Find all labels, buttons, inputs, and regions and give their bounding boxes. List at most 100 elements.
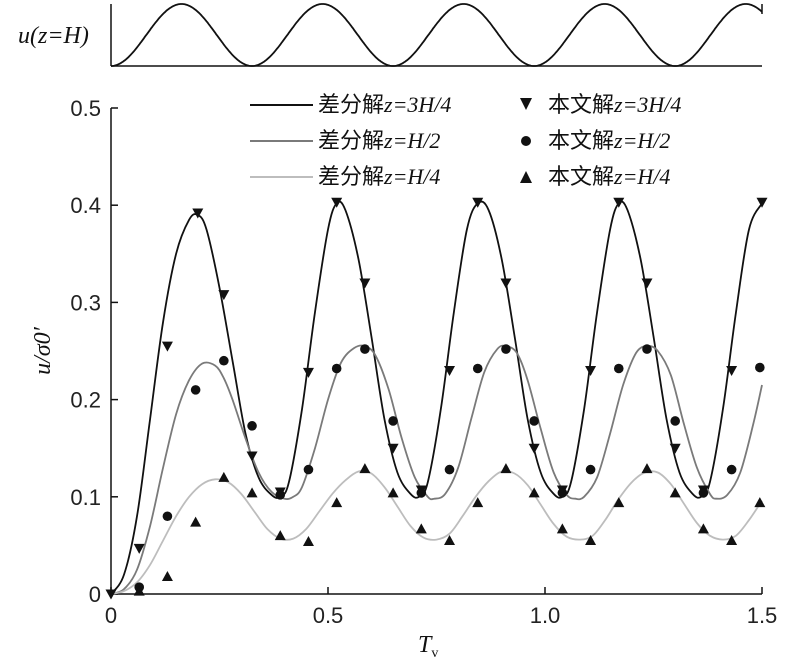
marker-circle: [472, 363, 483, 374]
legend-marker-label-1: 本文解z=3H/4: [548, 92, 681, 117]
marker-triangle-up: [528, 487, 540, 498]
x-tick-label: 0: [105, 603, 117, 628]
x-tick-label: 1.0: [530, 603, 561, 628]
marker-triangle-up: [190, 516, 202, 527]
marker-triangle-up: [302, 536, 314, 547]
marker-triangle-down: [133, 543, 145, 554]
legend-marker-triangle-down: [520, 98, 532, 110]
marker-triangle-down: [331, 197, 343, 208]
legend-line-label-3: 差分解z=H/4: [318, 164, 440, 189]
marker-triangle-up: [246, 487, 258, 498]
series-markers: [105, 197, 768, 600]
x-axis-title: Tv: [418, 632, 438, 661]
marker-triangle-down: [613, 197, 625, 208]
marker-circle: [190, 385, 201, 395]
marker-circle: [501, 344, 511, 354]
marker-triangle-down: [359, 278, 371, 289]
marker-triangle-up: [218, 471, 230, 482]
marker-circle: [642, 344, 652, 354]
legend-entry-line-3: 差分解z=H/4: [250, 164, 440, 189]
marker-triangle-down: [246, 451, 258, 462]
y-ticks: 0 0.1 0.2 0.3 0.4 0.5: [70, 96, 118, 607]
legend-marker-label-3: 本文解z=H/4: [548, 164, 670, 189]
x-axis-title-subscript: v: [431, 646, 438, 661]
marker-triangle-up: [387, 487, 399, 498]
y-tick-label: 0.3: [70, 290, 101, 315]
marker-triangle-up: [133, 585, 145, 596]
marker-triangle-down: [105, 589, 117, 600]
legend-entry-marker-1: 本文解z=3H/4: [520, 92, 681, 117]
y-tick-label: 0.2: [70, 388, 101, 413]
marker-circle: [670, 416, 680, 426]
series-line-1: [110, 200, 763, 595]
marker-triangle-up: [472, 497, 484, 508]
marker-circle: [726, 464, 737, 475]
marker-triangle-down: [161, 341, 173, 352]
x-tick-label: 1.5: [747, 603, 778, 628]
marker-circle: [557, 488, 568, 498]
series-lines: [110, 200, 763, 595]
marker-circle: [219, 355, 229, 366]
marker-triangle-up: [726, 535, 738, 546]
marker-triangle-down: [528, 443, 540, 454]
marker-triangle-down: [641, 278, 653, 289]
marker-circle: [585, 464, 596, 475]
marker-circle: [360, 344, 370, 354]
legend-line-label-1: 差分解z=3H/4: [318, 92, 451, 117]
top-panel: u(z=H): [18, 3, 763, 67]
marker-triangle-down: [218, 290, 230, 301]
top-panel-ylabel: u(z=H): [18, 23, 89, 49]
marker-triangle-down: [726, 365, 738, 376]
marker-triangle-up: [613, 497, 625, 508]
series-line-2: [110, 344, 763, 595]
marker-triangle-up: [359, 463, 371, 474]
y-tick-label: 0.1: [70, 485, 101, 510]
marker-triangle-down: [756, 197, 768, 208]
marker-triangle-up: [500, 463, 512, 474]
marker-triangle-up: [585, 535, 597, 546]
marker-circle: [331, 363, 342, 374]
marker-circle: [755, 362, 765, 373]
marker-circle: [529, 416, 539, 426]
marker-circle: [275, 490, 286, 500]
marker-triangle-up: [669, 487, 681, 498]
legend: 差分解z=3H/4 差分解z=H/2 差分解z=H/4 本文解z=3H/4 本文…: [250, 92, 681, 189]
marker-triangle-down: [472, 197, 484, 208]
legend-entry-line-2: 差分解z=H/2: [250, 128, 440, 153]
series-line-3: [110, 470, 763, 595]
legend-line-label-2: 差分解z=H/2: [318, 128, 440, 153]
y-tick-label: 0: [89, 582, 101, 607]
marker-triangle-down: [669, 443, 681, 454]
marker-triangle-up: [641, 463, 653, 474]
marker-triangle-down: [387, 443, 399, 454]
marker-triangle-up: [444, 535, 456, 546]
marker-triangle-down: [192, 208, 204, 219]
x-axis-title-main: T: [418, 632, 433, 658]
marker-triangle-down: [585, 365, 597, 376]
marker-circle: [416, 488, 427, 498]
marker-circle: [613, 363, 624, 374]
marker-triangle-up: [161, 571, 173, 582]
marker-triangle-up: [331, 497, 343, 508]
legend-entry-marker-3: 本文解z=H/4: [520, 164, 670, 189]
x-tick-label: 0.5: [313, 603, 344, 628]
marker-triangle-up: [274, 530, 286, 541]
y-tick-label: 0.5: [70, 96, 101, 121]
top-panel-sine-wave: [111, 3, 763, 67]
marker-circle: [698, 488, 709, 498]
marker-triangle-up: [754, 497, 766, 508]
x-ticks: 0 0.5 1.0 1.5: [105, 587, 777, 628]
marker-triangle-down: [444, 365, 456, 376]
marker-circle: [444, 464, 455, 475]
marker-triangle-up: [556, 523, 568, 534]
marker-triangle-up: [415, 523, 427, 534]
legend-marker-circle: [521, 136, 531, 146]
marker-circle: [303, 464, 314, 475]
main-panel: 0 0.1 0.2 0.3 0.4 0.5 0 0.5 1.0 1.5 Tv u/σ0′: [30, 96, 777, 661]
y-tick-label: 0.4: [70, 193, 101, 218]
marker-triangle-up: [697, 523, 709, 534]
marker-triangle-down: [302, 367, 314, 378]
marker-circle: [247, 421, 257, 431]
legend-marker-triangle-up: [520, 171, 532, 183]
